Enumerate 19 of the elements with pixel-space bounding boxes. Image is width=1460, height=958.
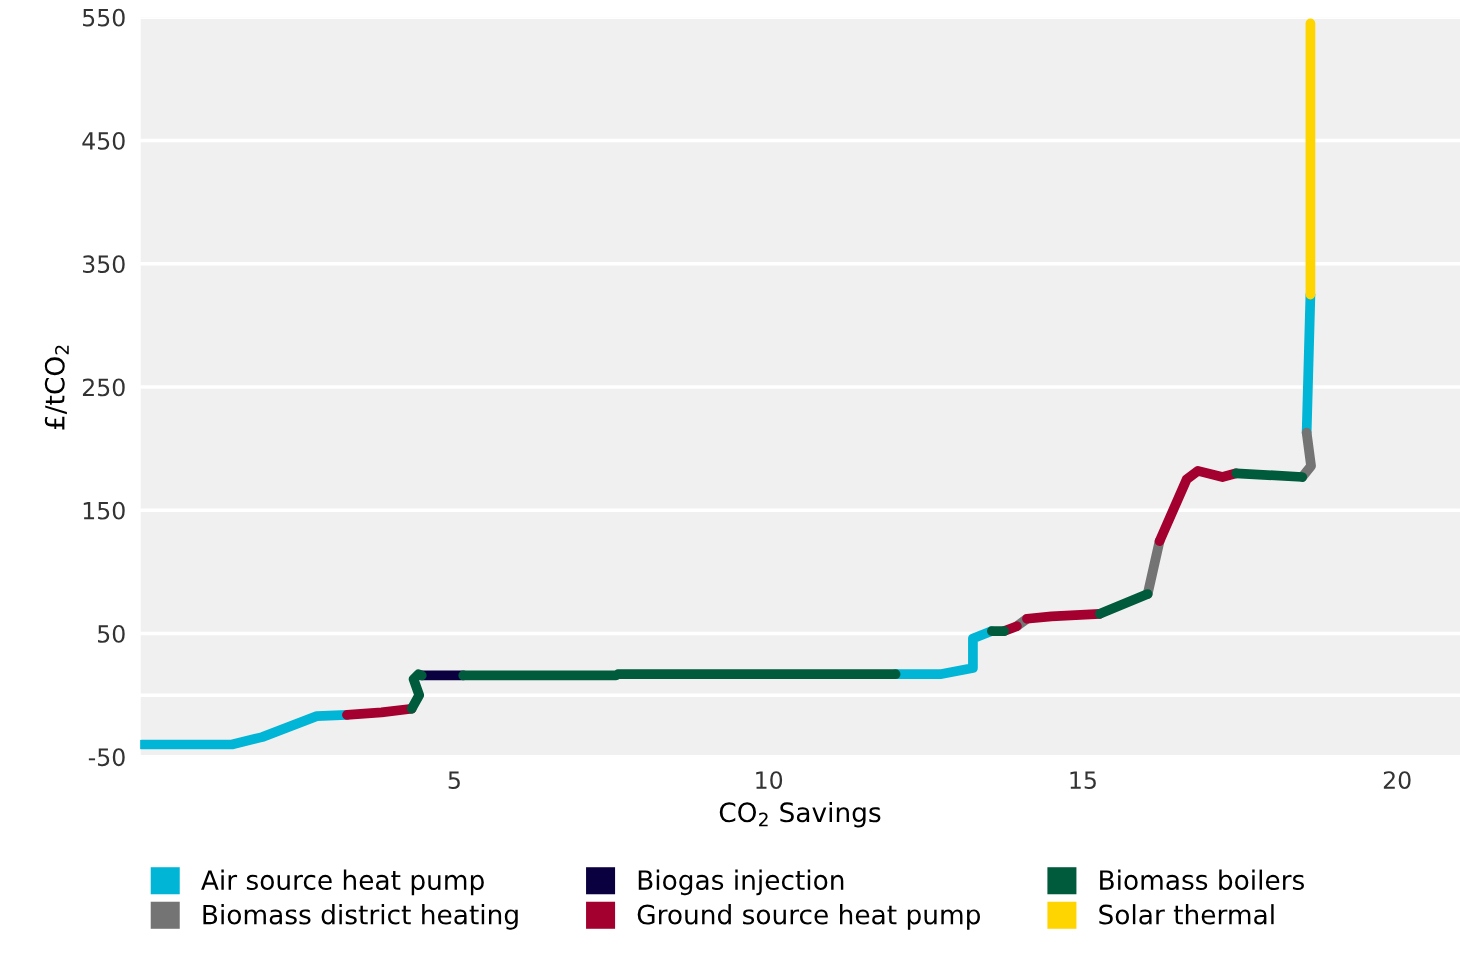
y-tick-label: 550 (83, 8, 125, 27)
legend-label: Biomass boilers (1100, 869, 1304, 891)
x-axis-title: CO$_{2}$ Savings (719, 801, 881, 828)
x-tick-label: 20 (1383, 771, 1411, 789)
legend-label: Air source heat pump (201, 869, 484, 896)
y-tick-label: -50 (88, 748, 125, 767)
y-tick-label: 50 (98, 625, 125, 643)
y-axis-title: £/tCO$_{2}$ (44, 345, 69, 430)
legend-label: Ground source heat pump (637, 904, 980, 930)
y-tick-label: 150 (83, 501, 125, 520)
x-tick-label: 15 (1070, 771, 1096, 789)
legend-label: Solar thermal (1099, 904, 1274, 925)
y-tick-label: 250 (82, 378, 125, 397)
legend-label: Biogas injection (638, 869, 844, 896)
legend-label: Biomass district heating (203, 904, 518, 930)
x-tick-label: 5 (448, 771, 460, 789)
y-tick-label: 450 (82, 131, 125, 150)
x-tick-label: 10 (756, 771, 783, 789)
y-tick-label: 350 (83, 255, 125, 274)
